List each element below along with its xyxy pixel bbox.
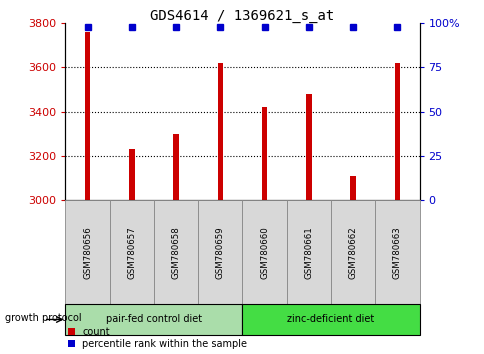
Legend: count, percentile rank within the sample: count, percentile rank within the sample [68,327,247,349]
Text: GDS4614 / 1369621_s_at: GDS4614 / 1369621_s_at [150,9,334,23]
Text: growth protocol: growth protocol [5,313,81,323]
Bar [173,133,179,200]
Bar [350,176,355,200]
Text: GSM780660: GSM780660 [259,226,269,279]
Bar [394,63,399,200]
Text: pair-fed control diet: pair-fed control diet [106,314,202,325]
Text: GSM780656: GSM780656 [83,226,92,279]
Bar [129,149,134,200]
Text: GSM780659: GSM780659 [215,226,225,279]
Text: GSM780662: GSM780662 [348,226,357,279]
Bar [305,94,311,200]
Text: GSM780658: GSM780658 [171,226,180,279]
Bar [85,32,90,200]
Bar [217,63,223,200]
Text: GSM780663: GSM780663 [392,226,401,279]
Text: GSM780661: GSM780661 [304,226,313,279]
Bar [261,107,267,200]
Text: zinc-deficient diet: zinc-deficient diet [287,314,374,325]
Text: GSM780657: GSM780657 [127,226,136,279]
